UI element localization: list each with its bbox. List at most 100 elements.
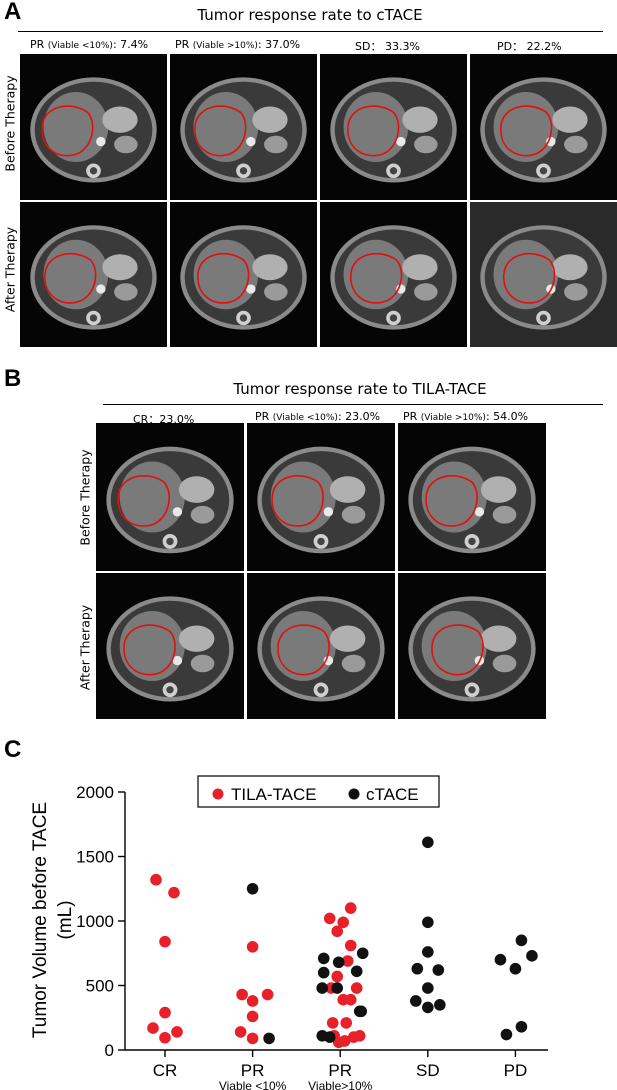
point-tila-tace <box>344 939 357 952</box>
panel-a-caption-1: PR (Viable <10%): 7.4% <box>30 38 149 51</box>
point-tila-tace <box>147 1022 159 1034</box>
point-ctace <box>331 982 344 994</box>
panel-a-title-rule <box>18 31 603 32</box>
point-tila-tace <box>340 1017 353 1029</box>
tumor-contour <box>278 625 329 675</box>
point-tila-tace <box>344 902 357 914</box>
point-ctace <box>494 953 507 966</box>
mri-ctace-after-2 <box>170 202 317 347</box>
point-ctace <box>317 966 330 979</box>
tumor-contour <box>501 106 552 156</box>
point-tila-tace <box>246 941 259 953</box>
point-ctace <box>509 962 522 975</box>
x-tick-sublabel: Viable>10% <box>308 1079 372 1090</box>
point-ctace <box>410 995 422 1007</box>
point-tila-tace <box>171 1026 183 1038</box>
tumor-contour <box>351 254 402 303</box>
panel-a-row-label-before: Before Therapy <box>2 75 18 172</box>
point-ctace <box>526 950 538 962</box>
y-axis: 0 500 1000 1500 2000 <box>76 783 126 1060</box>
tumor-contour <box>348 106 399 156</box>
tumor-contour <box>432 625 483 675</box>
point-tila-tace <box>234 1026 247 1038</box>
point-tila-tace <box>326 1017 339 1029</box>
point-ctace <box>350 965 363 978</box>
x-tick-label: PR <box>328 1061 352 1080</box>
x-tick-label: PR <box>241 1061 265 1080</box>
point-tila-tace <box>159 1006 171 1019</box>
mri-ctace-after-3 <box>320 202 467 347</box>
point-tila-tace <box>236 988 248 1001</box>
point-ctace <box>317 952 330 965</box>
panel-b-letter: B <box>4 365 22 392</box>
point-tila-tace <box>246 1032 259 1045</box>
tumor-contour <box>124 625 175 675</box>
point-tila-tace <box>261 988 274 1001</box>
mri-ctace-after-1 <box>20 202 167 347</box>
mri-tila-before-1 <box>96 423 244 571</box>
y-axis-label-line1: Tumor Volume before TACE <box>30 802 51 1038</box>
point-tila-tace <box>341 955 354 967</box>
x-tick-label: CR <box>153 1061 178 1080</box>
tumor-contour <box>504 254 555 303</box>
mri-ctace-before-1 <box>20 54 167 200</box>
panel-a-caption-4: PD： 22.2% <box>497 40 562 53</box>
panel-a-caption-3: SD： 33.3% <box>355 40 420 53</box>
tumor-contour <box>45 254 96 303</box>
panel-a-row-label-after: After Therapy <box>2 226 18 313</box>
panel-a-title: Tumor response rate to cTACE <box>197 6 423 24</box>
point-tila-tace <box>168 886 180 899</box>
point-ctace <box>422 916 434 929</box>
panel-b-title-rule <box>103 404 603 405</box>
point-ctace <box>515 1020 528 1033</box>
y-tick-label: 500 <box>86 977 114 996</box>
point-ctace <box>434 999 446 1011</box>
panel-b-caption-1: CR：23.0% <box>133 413 195 426</box>
panel-b-title: Tumor response rate to TILA-TACE <box>233 380 487 398</box>
point-ctace <box>422 1001 434 1014</box>
point-tila-tace <box>353 1030 366 1042</box>
legend: TILA-TACE cTACE <box>197 775 440 808</box>
point-ctace <box>323 1031 336 1043</box>
legend-label-ctace: cTACE <box>366 785 419 804</box>
point-tila-tace <box>337 916 350 929</box>
point-ctace <box>316 982 329 994</box>
mri-tila-before-2 <box>247 423 395 571</box>
point-tila-tace <box>331 925 344 938</box>
legend-marker-tila <box>212 788 224 800</box>
point-tila-tace <box>246 995 259 1007</box>
data-points <box>147 836 538 1049</box>
panel-b-row-label-before: Before Therapy <box>77 449 93 546</box>
point-ctace <box>500 1028 513 1041</box>
legend-box <box>197 775 440 808</box>
point-tila-tace <box>246 1010 259 1023</box>
panel-c-letter: C <box>4 736 22 763</box>
mri-tila-before-3 <box>398 423 546 571</box>
point-ctace <box>246 882 259 895</box>
x-tick-sublabel: Viable <10% <box>219 1079 287 1090</box>
panel-a-letter: A <box>4 0 22 25</box>
point-ctace <box>515 934 528 947</box>
point-ctace <box>263 1032 275 1045</box>
mri-ctace-before-3 <box>320 54 467 200</box>
mri-tila-after-3 <box>398 573 546 719</box>
legend-label-tila: TILA-TACE <box>231 785 317 804</box>
panel-b-caption-3: PR (Viable >10%): 54.0% <box>403 410 529 423</box>
point-ctace <box>422 836 434 849</box>
tumor-contour <box>272 476 323 526</box>
point-ctace <box>422 982 434 994</box>
y-axis-label-line2: (mL) <box>55 900 76 939</box>
tumor-contour <box>195 106 246 156</box>
x-tick-label: PD <box>504 1061 528 1080</box>
point-ctace <box>332 956 345 969</box>
point-tila-tace <box>344 993 357 1006</box>
point-tila-tace <box>159 1031 171 1044</box>
point-tila-tace <box>331 970 344 983</box>
tumor-contour <box>198 254 249 303</box>
point-tila-tace <box>159 935 171 948</box>
panel-a-caption-2: PR (Viable >10%): 37.0% <box>175 38 301 51</box>
tumor-contour <box>118 476 169 526</box>
point-tila-tace <box>332 1036 345 1049</box>
